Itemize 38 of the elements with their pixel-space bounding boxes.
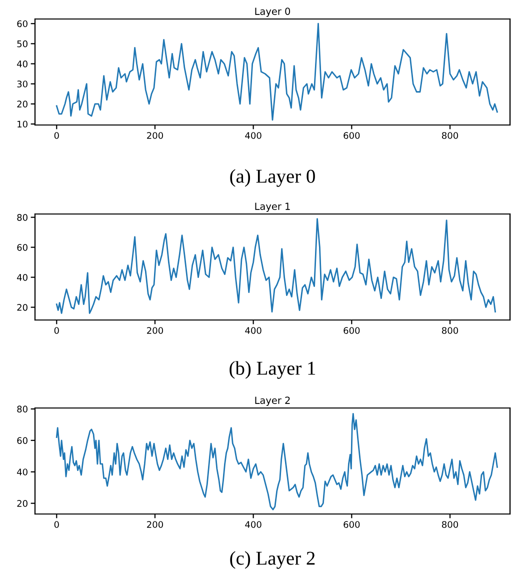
line-series [56,22,498,121]
y-tick-label: 20 [17,100,28,108]
y-tick-label: 50 [17,40,28,48]
y-tick-label: 40 [17,468,28,476]
x-tick-label: 600 [344,327,360,334]
x-tick-label: 0 [54,521,59,528]
x-tick-label: 400 [245,327,262,334]
line-series [56,218,496,314]
y-tick-label: 80 [17,214,28,221]
y-tick-label: 60 [17,437,28,444]
x-tick-label: 0 [54,132,59,139]
text: (a) Layer 0 [230,169,315,187]
chart-title: Layer 1 [255,202,290,212]
x-tick-label: 800 [442,132,458,139]
line-series [56,412,498,510]
x-tick-label: 600 [344,132,360,139]
y-tick-label: 10 [18,120,28,128]
x-tick-label: 800 [442,521,458,528]
text: (b) Layer 1 [230,361,316,379]
text: (c) Layer 2 [230,551,315,569]
y-tick-label: 60 [17,244,28,251]
x-tick-label: 200 [147,132,163,139]
x-tick-label: 600 [344,521,360,528]
x-tick-label: 400 [245,132,262,139]
x-tick-label: 400 [245,521,262,528]
chart-title: Layer 0 [255,8,290,17]
y-tick-label: 30 [17,80,28,88]
chart-title: Layer 2 [255,396,290,406]
x-tick-label: 0 [54,327,59,334]
x-tick-label: 200 [147,327,163,334]
y-tick-label: 80 [17,406,28,412]
x-tick-label: 200 [147,521,163,528]
y-tick-label: 40 [17,274,28,281]
y-tick-label: 60 [17,20,28,28]
y-tick-label: 20 [17,304,28,311]
x-tick-label: 800 [442,327,458,334]
y-tick-label: 40 [17,60,28,68]
y-tick-label: 20 [17,500,28,507]
